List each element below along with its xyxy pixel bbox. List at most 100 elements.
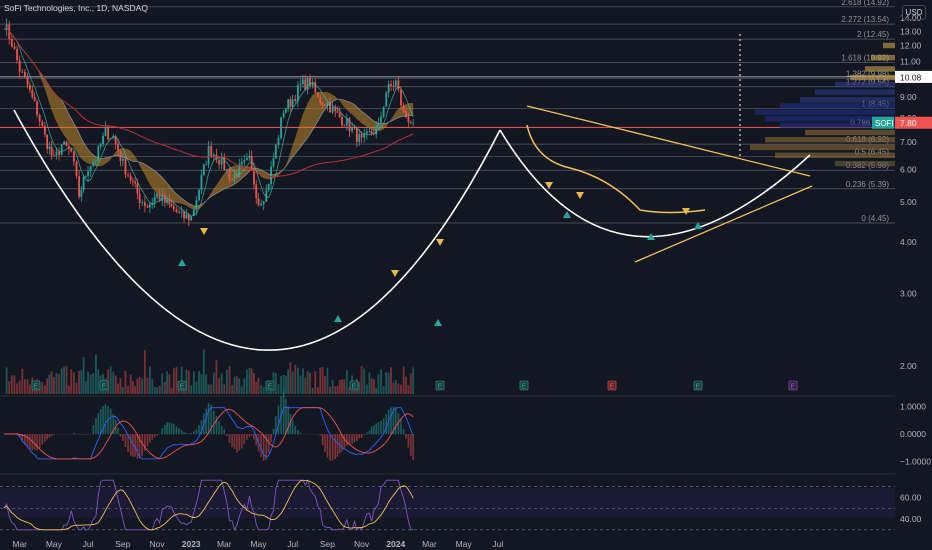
candle-body — [334, 106, 337, 112]
volume-bar — [136, 378, 139, 394]
candle-body — [329, 102, 331, 113]
volume-bar — [44, 385, 46, 394]
volume-bar — [190, 385, 193, 394]
candle-body — [16, 48, 18, 61]
candle-body — [13, 46, 16, 49]
price-tick-label: 13.00 — [900, 26, 922, 36]
volume-bar — [78, 370, 81, 394]
volume-bar — [405, 376, 407, 394]
time-axis[interactable]: Mar May Jul Sep Nov 2023 Mar May Jul Sep Nov 2024 Ma… — [0, 536, 932, 550]
volume-bar — [319, 367, 322, 394]
candle-body — [235, 174, 238, 178]
macd-histogram-bar — [326, 434, 329, 458]
macd-histogram-bar — [336, 434, 339, 457]
macd-histogram-bar — [146, 434, 149, 447]
macd-histogram-bar — [329, 434, 331, 461]
volume-bar — [117, 383, 119, 394]
handle-top-curve — [526, 124, 706, 214]
candle-body — [400, 89, 402, 106]
candle-body — [373, 133, 375, 135]
macd-histogram-bar — [188, 433, 190, 435]
price-axis[interactable]: 2.003.004.005.006.007.008.009.0010.0011.… — [872, 0, 932, 550]
fib-label: 2.618 (14.92) — [841, 0, 889, 7]
candle-body — [301, 79, 304, 84]
volume-bar — [18, 380, 21, 394]
candle-body — [178, 211, 180, 213]
earnings-marker — [177, 380, 187, 391]
volume-bar — [331, 380, 334, 394]
profile-bar — [871, 54, 895, 61]
volume-bar — [257, 377, 260, 394]
candle-body — [207, 145, 210, 165]
macd-histogram-bar — [48, 434, 51, 438]
macd-histogram-bar — [104, 404, 107, 435]
candle-body — [99, 144, 102, 147]
volume-bar — [240, 386, 243, 394]
volume-bar — [235, 376, 238, 394]
macd-histogram-bar — [26, 434, 29, 448]
profile-bar — [883, 42, 895, 49]
candle-body — [355, 127, 358, 142]
candle-body — [272, 158, 275, 167]
macd-histogram-bar — [360, 434, 363, 438]
candle-body — [343, 124, 346, 126]
volume-bar — [228, 366, 231, 394]
profile-bar — [835, 160, 895, 167]
candle-body — [233, 174, 236, 180]
volume-bar — [124, 370, 127, 394]
volume-bar — [97, 369, 100, 394]
earnings-marker-future-label: E — [791, 384, 796, 391]
volume-bar — [58, 374, 61, 394]
candle-body — [238, 164, 241, 178]
volume-bar — [52, 377, 55, 394]
volume-bar — [5, 367, 8, 394]
currency-button[interactable]: USD — [902, 5, 926, 20]
signal-line — [4, 407, 414, 460]
candle-body — [117, 143, 119, 152]
candle-body — [200, 175, 203, 190]
candle-body — [309, 77, 311, 86]
candle-body — [405, 110, 407, 117]
volume-bar — [324, 375, 326, 394]
candle-body — [282, 112, 285, 118]
profile-bar — [850, 74, 895, 81]
volume-bar — [218, 378, 220, 394]
candle-body — [299, 83, 302, 86]
candle-body — [392, 85, 395, 87]
volume-bar — [255, 381, 258, 394]
volume-bar — [210, 384, 213, 394]
volume-bar — [294, 364, 297, 394]
candle-body — [148, 204, 151, 208]
macd-histogram-bar — [285, 398, 287, 435]
volume-bar — [402, 366, 405, 394]
earnings-marker — [31, 380, 41, 391]
profile-bar — [765, 137, 895, 143]
candle-body — [124, 158, 127, 175]
volume-bar — [387, 373, 390, 394]
volume-bar — [326, 367, 329, 394]
volume-bar — [377, 374, 380, 394]
volume-bar — [114, 375, 117, 394]
earnings-marker-label: E — [268, 384, 273, 391]
candle-body — [316, 92, 319, 97]
volume-bar — [138, 376, 141, 394]
profile-bar — [755, 109, 895, 115]
candle-body — [220, 156, 223, 165]
volume-bar — [299, 375, 302, 394]
candle-body — [338, 112, 341, 118]
candle-body — [48, 146, 51, 149]
macd-histogram-bar — [195, 429, 198, 435]
macd-histogram-bar — [248, 434, 251, 437]
volume-bar — [119, 378, 122, 394]
buy-signal-marker — [563, 211, 571, 218]
macd-histogram-bar — [289, 413, 292, 435]
candle-body — [291, 99, 294, 107]
cup-curve — [13, 109, 501, 351]
price-label-box — [895, 70, 932, 83]
sell-signal-marker — [200, 228, 208, 235]
earnings-marker — [99, 380, 109, 391]
time-tick-label: Sep — [115, 539, 130, 549]
macd-histogram-bar — [265, 434, 268, 460]
volume-bar — [163, 382, 166, 394]
